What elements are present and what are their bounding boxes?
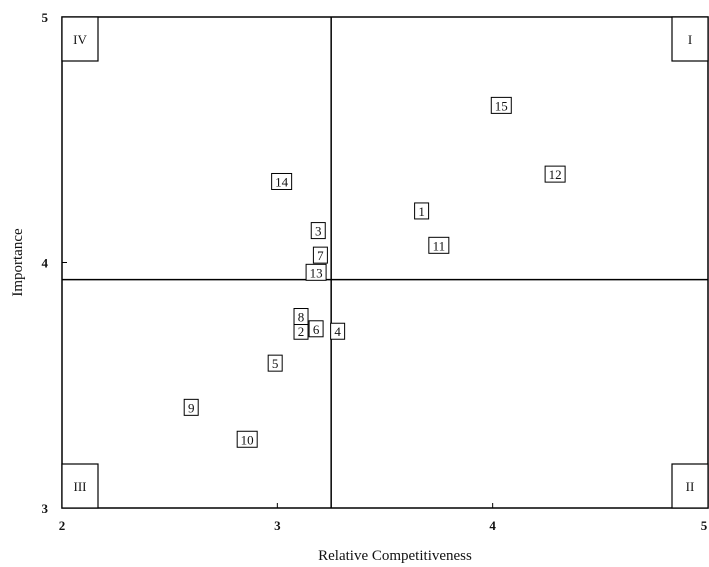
data-point-label: 6 <box>313 322 320 337</box>
data-point-4: 4 <box>330 322 346 340</box>
data-point-label: 14 <box>275 174 289 189</box>
quadrant-label-i: I <box>671 16 709 62</box>
data-point-label: 12 <box>549 167 562 182</box>
y-tick-label: 5 <box>42 10 49 25</box>
data-point-label: 8 <box>298 310 305 325</box>
data-point-2: 2 <box>293 322 309 340</box>
svg-text:I: I <box>688 32 692 47</box>
data-point-11: 11 <box>428 236 450 254</box>
data-point-label: 9 <box>188 400 195 415</box>
data-point-1: 1 <box>414 202 430 220</box>
y-tick-label: 3 <box>42 501 49 516</box>
data-point-label: 5 <box>272 356 279 371</box>
data-point-14: 14 <box>271 172 293 190</box>
data-point-5: 5 <box>267 354 283 372</box>
data-point-label: 11 <box>433 238 446 253</box>
x-axis-title: Relative Competitiveness <box>318 548 472 564</box>
data-point-label: 7 <box>317 248 324 263</box>
data-point-10: 10 <box>236 430 258 448</box>
svg-text:II: II <box>686 479 695 494</box>
data-point-label: 4 <box>334 324 341 339</box>
data-point-8: 8 <box>293 308 309 326</box>
plot-frame <box>61 16 709 509</box>
data-point-label: 2 <box>298 324 305 339</box>
data-point-label: 15 <box>495 98 508 113</box>
svg-text:IV: IV <box>73 32 87 47</box>
svg-text:III: III <box>74 479 87 494</box>
data-point-label: 13 <box>310 265 323 280</box>
x-tick-label: 3 <box>274 518 281 533</box>
x-tick-label: 5 <box>701 518 708 533</box>
x-tick-label: 4 <box>489 518 496 533</box>
x-tick-label: 2 <box>59 518 66 533</box>
data-point-7: 7 <box>312 246 328 264</box>
data-point-label: 10 <box>241 432 254 447</box>
data-point-label: 3 <box>315 224 322 239</box>
y-tick-label: 4 <box>42 256 49 271</box>
data-point-15: 15 <box>490 96 512 114</box>
quadrant-label-iv: IV <box>61 16 99 62</box>
quadrant-label-iii: III <box>61 463 99 509</box>
quadrant-label-ii: II <box>671 463 709 509</box>
data-point-9: 9 <box>183 398 199 416</box>
data-point-label: 1 <box>418 204 425 219</box>
data-point-13: 13 <box>305 263 327 281</box>
y-axis-title: Importance <box>10 228 26 297</box>
data-point-12: 12 <box>544 165 566 183</box>
data-point-6: 6 <box>308 320 324 338</box>
data-point-3: 3 <box>310 222 326 240</box>
